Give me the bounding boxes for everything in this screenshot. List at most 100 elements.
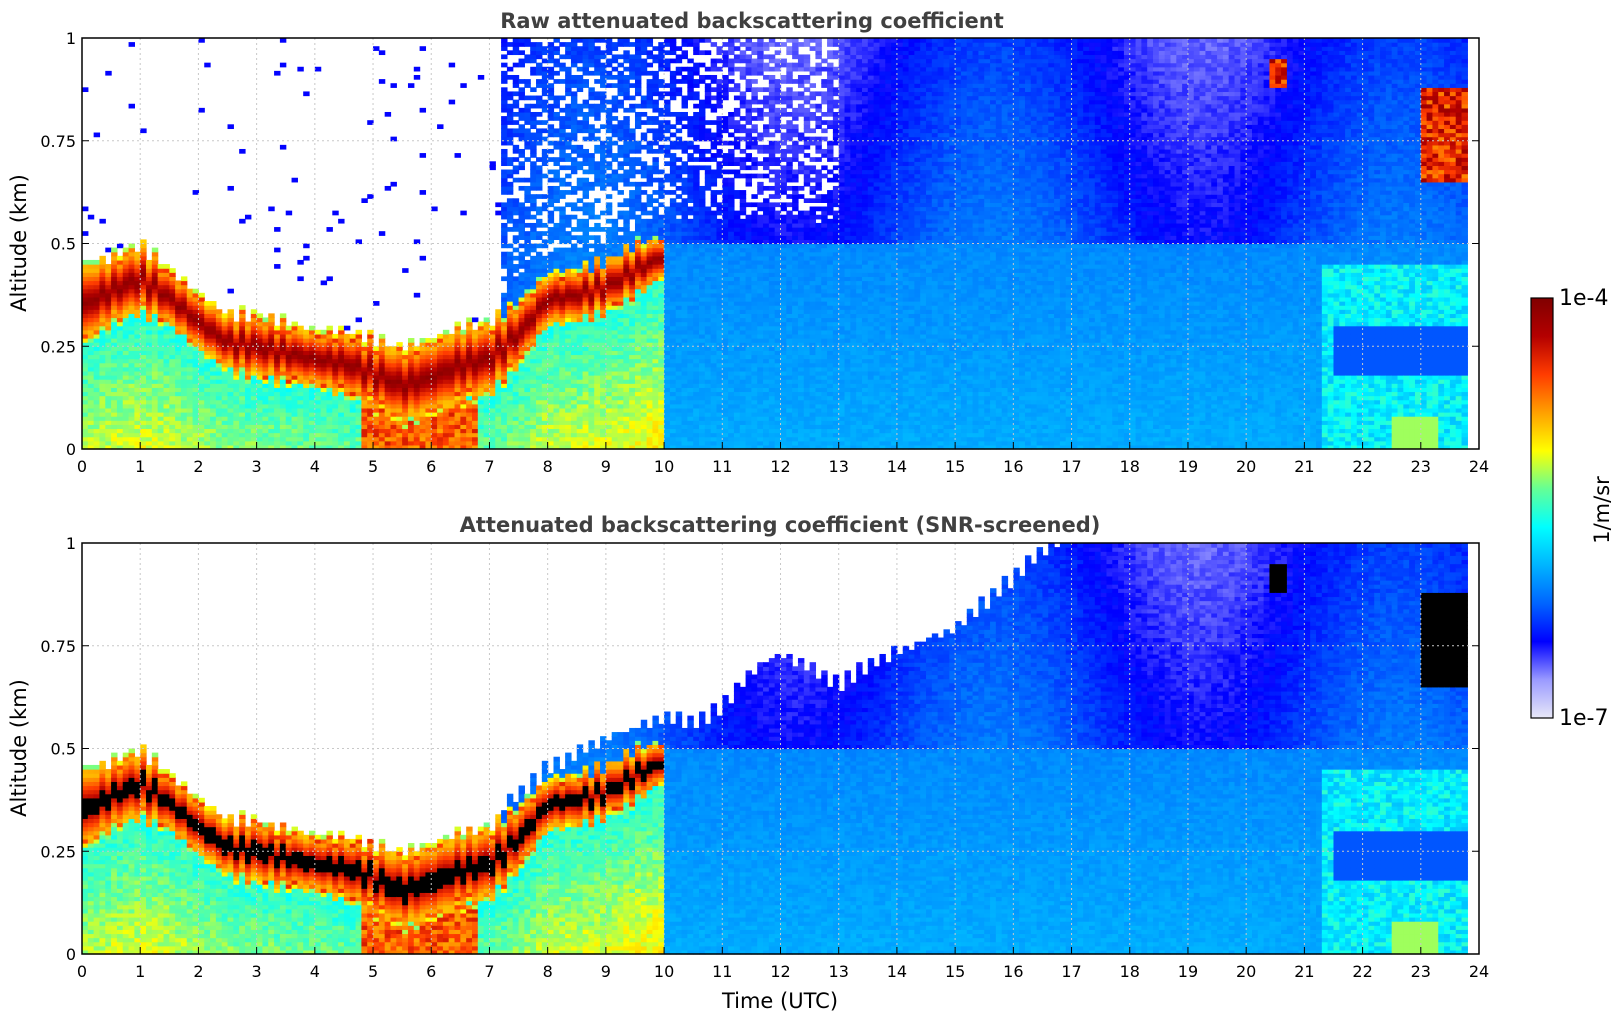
heatmap-cell [594, 222, 601, 228]
heatmap-cell [664, 255, 671, 261]
heatmap-cell [244, 329, 252, 335]
heatmap-cell [501, 296, 508, 302]
heatmap-cell [646, 280, 654, 286]
heatmap-cell [146, 276, 153, 282]
heatmap-cell [454, 383, 461, 388]
heatmap-cell [547, 157, 555, 162]
heatmap-cell [576, 83, 584, 88]
heatmap-cell [664, 173, 671, 179]
heatmap-cell [664, 206, 671, 212]
heatmap-cell [116, 436, 124, 442]
heatmap-cell [355, 329, 362, 335]
heatmap-cell [99, 420, 106, 425]
heatmap-cell [87, 272, 95, 277]
heatmap-cell [437, 420, 444, 425]
heatmap-cell [210, 432, 217, 438]
heatmap-cell [472, 346, 479, 351]
heatmap-cell [634, 214, 642, 220]
heatmap-cell [186, 391, 194, 397]
heatmap-cell [530, 264, 537, 269]
heatmap-cell [332, 416, 339, 421]
heatmap-cell [460, 333, 467, 339]
heatmap-cell [629, 165, 636, 171]
heatmap-cell [658, 342, 665, 347]
heatmap-cell [617, 301, 624, 306]
heatmap-cell [146, 440, 153, 446]
heatmap-cell [669, 391, 677, 397]
heatmap-cell [180, 280, 188, 286]
heatmap-cell [669, 222, 677, 228]
heatmap-cell [518, 292, 525, 298]
heatmap-cell [594, 317, 601, 323]
heatmap-cell [274, 432, 281, 438]
heatmap-cell [105, 416, 112, 421]
heatmap-cell [600, 148, 607, 154]
heatmap-cell [524, 107, 531, 113]
heatmap-cell [541, 264, 549, 269]
heatmap-cell [582, 362, 590, 368]
heatmap-cell [600, 432, 607, 438]
heatmap-cell [373, 395, 380, 401]
heatmap-cell [472, 428, 479, 434]
heatmap-cell [617, 432, 624, 438]
heatmap-cell [291, 346, 298, 351]
heatmap-cell [367, 424, 374, 430]
heatmap-cell [227, 124, 234, 130]
heatmap-cell [605, 161, 613, 167]
heatmap-cell [128, 403, 135, 409]
heatmap-cell [658, 428, 665, 434]
heatmap-cell [576, 161, 584, 167]
heatmap-cell [530, 144, 537, 150]
heatmap-cell [332, 342, 339, 347]
heatmap-cell [623, 412, 630, 417]
heatmap-cell [541, 416, 549, 421]
heatmap-cell [669, 243, 677, 249]
heatmap-cell [629, 399, 636, 405]
heatmap-cell [541, 354, 549, 360]
heatmap-cell [437, 395, 444, 401]
heatmap-cell [669, 296, 677, 302]
heatmap-cell [506, 95, 514, 101]
heatmap-cell [559, 66, 566, 72]
heatmap-cell [536, 259, 543, 265]
heatmap-cell [658, 350, 665, 356]
heatmap-cell [134, 346, 141, 351]
heatmap-cell [594, 444, 601, 450]
heatmap-cell [87, 383, 95, 388]
heatmap-cell [594, 70, 601, 76]
heatmap-cell [536, 157, 543, 162]
heatmap-cell [332, 395, 339, 401]
heatmap-cell [536, 50, 543, 56]
heatmap-cell [116, 243, 124, 249]
heatmap-cell [361, 366, 368, 372]
heatmap-cell [594, 268, 601, 273]
heatmap-cell [547, 440, 555, 446]
heatmap-cell [378, 375, 386, 380]
heatmap-cell [338, 333, 345, 339]
heatmap-cell [396, 370, 403, 376]
heatmap-cell [582, 161, 590, 167]
heatmap-cell [646, 259, 654, 265]
heatmap-cell [99, 358, 106, 364]
heatmap-cell [326, 416, 333, 421]
heatmap-cell [349, 436, 357, 442]
heatmap-cell [221, 333, 229, 339]
heatmap-cell [268, 342, 275, 347]
heatmap-cell [623, 120, 630, 125]
heatmap-cell [204, 428, 211, 434]
heatmap-cell [221, 346, 229, 351]
heatmap-cell [122, 317, 130, 323]
heatmap-cell [122, 375, 130, 380]
heatmap-cell [640, 231, 648, 236]
heatmap-cell [221, 342, 229, 347]
heatmap-cell [338, 350, 345, 356]
heatmap-cell [146, 407, 153, 413]
heatmap-cell [594, 338, 601, 343]
heatmap-cell [274, 350, 281, 356]
heatmap-cell [617, 416, 624, 421]
heatmap-cell [303, 255, 310, 261]
heatmap-cell [530, 428, 537, 434]
heatmap-cell [128, 424, 135, 430]
heatmap-cell [605, 284, 613, 290]
heatmap-cell [541, 395, 549, 401]
